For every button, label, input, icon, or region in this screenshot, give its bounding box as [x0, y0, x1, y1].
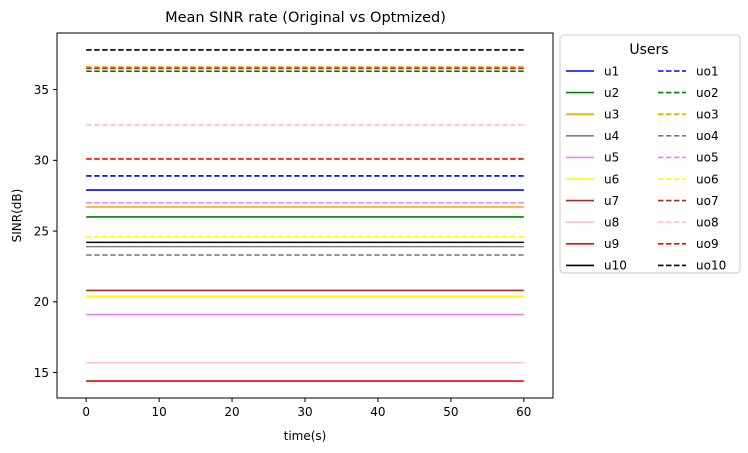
legend-label-uo3: uo3 [696, 108, 719, 122]
y-axis-label: SINR(dB) [10, 189, 24, 243]
series-lines [86, 49, 524, 382]
legend-label-u3: u3 [604, 108, 619, 122]
chart-title: Mean SINR rate (Original vs Optmized) [165, 10, 446, 26]
y-tick-label: 15 [34, 366, 49, 380]
legend-label-uo6: uo6 [696, 172, 719, 186]
legend-label-uo2: uo2 [696, 86, 719, 100]
legend-label-uo10: uo10 [696, 259, 726, 273]
x-tick-label: 0 [82, 405, 90, 419]
legend-label-u10: u10 [604, 259, 627, 273]
legend: Users u1 u2 u3 u4 u5 u6 u7 u8 u9 u10 uo1 uo2 uo3 uo4 u… [559, 34, 741, 274]
y-tick-label: 30 [34, 154, 49, 168]
x-axis-label: time(s) [284, 429, 327, 443]
legend-label-u2: u2 [604, 86, 619, 100]
legend-box [559, 34, 741, 274]
x-tick-label: 10 [151, 405, 166, 419]
legend-label-uo8: uo8 [696, 216, 719, 230]
y-tick-label: 35 [34, 83, 49, 97]
x-tick-label: 20 [224, 405, 239, 419]
y-axis: 15 20 25 30 35 [34, 83, 57, 380]
legend-label-u1: u1 [604, 64, 619, 78]
y-tick-label: 25 [34, 224, 49, 238]
plot-area [57, 33, 553, 398]
legend-label-uo9: uo9 [696, 237, 719, 251]
legend-label-uo1: uo1 [696, 64, 719, 78]
x-tick-label: 50 [443, 405, 458, 419]
legend-label-u8: u8 [604, 216, 619, 230]
legend-label-uo4: uo4 [696, 129, 719, 143]
x-tick-label: 60 [516, 405, 531, 419]
y-tick-label: 20 [34, 295, 49, 309]
x-axis: 0 10 20 30 40 50 60 [82, 398, 531, 419]
x-tick-label: 40 [370, 405, 385, 419]
legend-label-u5: u5 [604, 151, 619, 165]
legend-label-u7: u7 [604, 194, 619, 208]
legend-label-u6: u6 [604, 172, 619, 186]
legend-title: Users [629, 42, 668, 58]
legend-label-uo5: uo5 [696, 151, 719, 165]
legend-label-u9: u9 [604, 237, 619, 251]
x-tick-label: 30 [297, 405, 312, 419]
legend-label-u4: u4 [604, 129, 619, 143]
legend-label-uo7: uo7 [696, 194, 719, 208]
